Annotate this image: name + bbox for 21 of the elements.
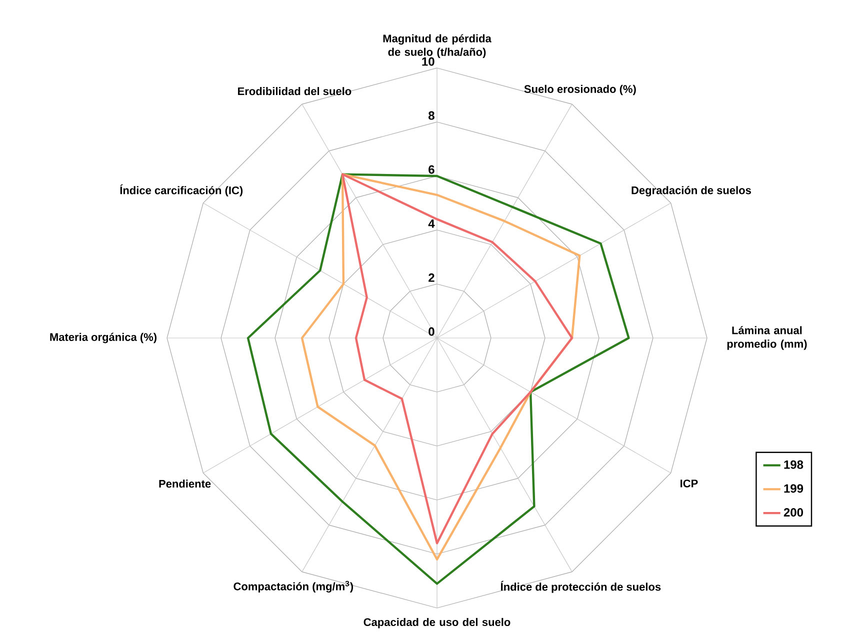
spoke-label: Pendiente xyxy=(159,480,211,488)
spoke-label: Índice carcificación (IC) xyxy=(120,184,243,196)
legend-label: 199 xyxy=(784,484,804,493)
spoke-label: Lámina anual promedio (mm) xyxy=(727,326,807,350)
spoke-label: Índice de protección de suelos xyxy=(500,580,661,593)
y-tick-label: 6 xyxy=(428,165,434,174)
legend-label: 198 xyxy=(784,460,804,469)
spoke-label: Suelo erosionado (%) xyxy=(524,84,636,96)
legend-label: 200 xyxy=(784,508,803,517)
y-tick-label: 2 xyxy=(428,273,434,282)
spoke-label: Capacidad de uso del suelo xyxy=(364,618,510,628)
y-tick-label: 10 xyxy=(422,57,434,66)
spoke-label: Compactación (mg/m$^{3}$) xyxy=(234,580,354,593)
y-tick-label: 4 xyxy=(428,220,435,228)
y-tick-label: 8 xyxy=(428,111,434,120)
spoke-label: Erodibilidad del suelo xyxy=(238,87,352,96)
spoke-label: ICP xyxy=(680,480,698,488)
spoke-label: Materia orgánica (%) xyxy=(50,332,156,344)
y-tick-label: 0 xyxy=(428,327,434,336)
spoke-label: Degradación de suelos xyxy=(632,186,751,196)
spoke-label: Magnitud de pérdida de suelo (t/ha/año) xyxy=(383,34,492,58)
